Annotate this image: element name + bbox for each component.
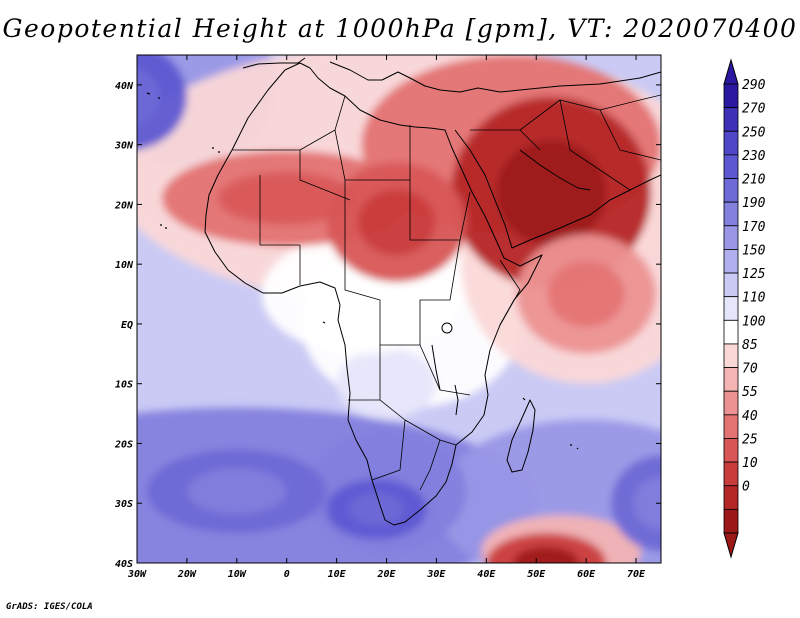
colorbar-label: 125 xyxy=(742,267,766,282)
colorbar-swatch xyxy=(723,272,739,298)
colorbar-swatch xyxy=(723,367,739,392)
colorbar-label: 40 xyxy=(742,409,758,424)
colorbar-label: 0 xyxy=(742,480,750,495)
lon-label: 60E xyxy=(577,569,596,580)
lat-label: 10N xyxy=(115,260,134,271)
colorbar-swatch xyxy=(723,178,739,203)
africa-coastline xyxy=(204,62,543,526)
field-core xyxy=(513,546,580,563)
colorbar-label: 70 xyxy=(742,362,758,377)
lat-label: 20N xyxy=(114,200,134,211)
persian-gulf xyxy=(519,149,591,191)
colorbar-swatch xyxy=(723,225,739,250)
colorbar-label: 25 xyxy=(742,432,758,447)
coastlines-and-borders xyxy=(146,57,661,526)
europe-coastline xyxy=(242,57,661,93)
field-core xyxy=(349,492,404,526)
colorbar-label: 290 xyxy=(742,78,766,93)
plot-frame xyxy=(136,54,662,564)
lat-label: EQ xyxy=(121,320,133,331)
colorbar-swatch xyxy=(723,249,739,274)
lon-label: 50E xyxy=(527,569,546,580)
field-core xyxy=(633,476,661,530)
madagascar-coastline xyxy=(506,399,536,473)
lake-victoria xyxy=(441,322,453,334)
lat-label: 30N xyxy=(114,141,134,152)
lat-label: 30S xyxy=(114,499,133,510)
field-core xyxy=(358,189,435,256)
colorbar-swatch xyxy=(723,296,739,321)
field-core xyxy=(218,172,356,225)
lon-label: 30W xyxy=(127,569,147,580)
lake-tanganyika xyxy=(431,344,441,391)
field-core xyxy=(496,139,607,246)
field-core xyxy=(547,261,625,327)
colorbar-swatch xyxy=(723,461,739,487)
colorbar-label: 190 xyxy=(742,196,766,211)
lon-label: 40E xyxy=(477,569,496,580)
islands xyxy=(146,92,579,450)
lat-label: 40N xyxy=(115,81,134,92)
map-title: Geopotential Height at 1000hPa [gpm], VT… xyxy=(2,14,798,43)
colorbar-swatch xyxy=(723,414,739,439)
colorbar-top-arrow xyxy=(723,58,739,85)
lake-malawi xyxy=(454,384,459,416)
lon-label: 30E xyxy=(426,569,446,580)
colorbar-swatch xyxy=(723,438,739,463)
colorbar-swatch xyxy=(723,107,739,132)
colorbar-label: 10 xyxy=(742,456,758,471)
axis-ticks xyxy=(136,55,661,564)
colorbar-label: 230 xyxy=(742,149,766,164)
colorbar: 2902702502302101901701501251101008570554… xyxy=(723,58,766,559)
lon-label: 10E xyxy=(328,569,347,580)
height-field xyxy=(137,55,661,563)
field-feature xyxy=(137,55,187,150)
colorbar-label: 85 xyxy=(742,338,758,353)
colorbar-swatch xyxy=(723,343,739,368)
colorbar-label: 270 xyxy=(742,102,766,117)
colorbar-swatch xyxy=(723,201,739,227)
colorbar-swatch xyxy=(723,154,739,179)
field-core xyxy=(137,68,160,126)
colorbar-swatch xyxy=(723,83,739,109)
lon-label: 20W xyxy=(177,569,197,580)
colorbar-swatch xyxy=(723,508,739,534)
lat-label: 20S xyxy=(114,439,133,450)
colorbar-label: 110 xyxy=(742,291,766,306)
colorbar-swatch xyxy=(723,390,739,416)
colorbar-swatch xyxy=(723,485,739,510)
lon-label: 70E xyxy=(627,569,646,580)
colorbar-label: 150 xyxy=(742,243,766,258)
colorbar-swatch xyxy=(723,130,739,156)
colorbar-bottom-arrow xyxy=(723,532,739,559)
lon-axis-labels: 30W 20W 10W 0 10E 20E 30E 40E 50E 60E 70E xyxy=(127,569,646,580)
country-borders xyxy=(232,94,661,491)
grads-credit: GrADS: IGES/COLA xyxy=(6,602,93,612)
colorbar-label: 250 xyxy=(742,125,766,140)
colorbar-label: 100 xyxy=(742,314,766,329)
colorbar-label: 210 xyxy=(742,173,766,188)
field-core xyxy=(187,468,287,515)
lat-label: 40S xyxy=(115,559,133,570)
field-band xyxy=(336,347,437,420)
colorbar-swatch xyxy=(723,319,739,345)
lon-label: 20E xyxy=(376,569,396,580)
lat-label: 10S xyxy=(115,380,133,391)
colorbar-label: 55 xyxy=(742,385,758,400)
lon-label: 0 xyxy=(284,569,290,580)
colorbar-label: 170 xyxy=(742,220,766,235)
lon-label: 10W xyxy=(228,569,247,580)
lat-axis-labels: 40N 30N 20N 10N EQ 10S 20S 30S 40S xyxy=(114,81,134,570)
